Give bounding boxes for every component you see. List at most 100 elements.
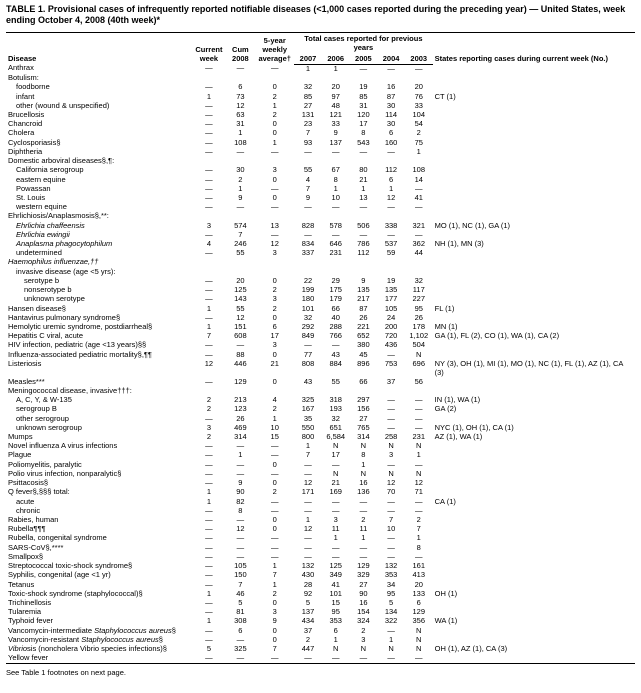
cell-value <box>405 212 433 221</box>
cell-value: 150 <box>225 571 255 580</box>
table-row: Yellow fever———————— <box>6 654 635 664</box>
cell-value: 43 <box>294 377 322 386</box>
cell-value: 3 <box>255 249 294 258</box>
cell-value <box>294 212 322 221</box>
cell-value <box>350 258 378 267</box>
col-5yr-avg: 5-year weekly average† <box>255 32 294 64</box>
cell-states: NH (1), MN (3) <box>433 240 635 249</box>
cell-states <box>433 212 635 221</box>
cell-value: 231 <box>322 249 350 258</box>
cell-value: 3 <box>255 295 294 304</box>
cell-value: 2 <box>255 405 294 414</box>
cell-value: 59 <box>377 249 405 258</box>
cell-value: 167 <box>294 405 322 414</box>
cell-value: 413 <box>405 571 433 580</box>
cell-states <box>433 148 635 157</box>
cell-value: 136 <box>350 488 378 497</box>
cell-states <box>433 203 635 212</box>
cell-states: NY (3), OH (1), MI (1), MO (1), NC (1), … <box>433 360 635 378</box>
cell-states <box>433 534 635 543</box>
cell-value: 353 <box>377 571 405 580</box>
cell-states <box>433 157 635 166</box>
cell-value: 112 <box>377 166 405 175</box>
cell-value <box>322 212 350 221</box>
table-row: Anaplasma phagocytophilum424612834646786… <box>6 240 635 249</box>
cell-states: CT (1) <box>433 92 635 101</box>
table-footnote: See Table 1 footnotes on next page. <box>6 668 635 677</box>
table-row: Ehrlichia chaffeensis3574138285785063383… <box>6 221 635 230</box>
cell-value: 6 <box>225 83 255 92</box>
cell-value: — <box>405 654 433 664</box>
cell-value: — <box>192 249 225 258</box>
cell-value: — <box>192 534 225 543</box>
table-row: Powassan—1—7111— <box>6 184 635 193</box>
cell-value <box>377 258 405 267</box>
cell-value: — <box>192 203 225 212</box>
table-row: undetermined—5533372311125944 <box>6 249 635 258</box>
cell-value: 808 <box>294 360 322 378</box>
cell-states <box>433 258 635 267</box>
cell-states: GA (1), FL (2), CO (1), WA (1), CA (2) <box>433 332 635 341</box>
table-row: chronic—8—————— <box>6 507 635 516</box>
table-row: Tularemia—81313795154134129 <box>6 608 635 617</box>
cell-value <box>255 212 294 221</box>
cell-states <box>433 83 635 92</box>
cell-value: — <box>322 203 350 212</box>
cell-value: 8 <box>350 129 378 138</box>
cell-value <box>322 258 350 267</box>
cell-value: 1 <box>192 617 225 626</box>
table-row: Rabies, human——013272 <box>6 516 635 525</box>
cell-value: — <box>255 534 294 543</box>
cell-value: 1 <box>225 129 255 138</box>
cell-value: 169 <box>322 488 350 497</box>
cell-disease: Listeriosis <box>6 360 192 378</box>
cell-value: 446 <box>225 360 255 378</box>
cell-value: — <box>350 654 378 664</box>
cell-value: 337 <box>294 249 322 258</box>
table-body: Anthrax———11———Botulism:foodborne—603220… <box>6 64 635 664</box>
table-row: Cyclosporiasis§—10819313754316075 <box>6 138 635 147</box>
cell-value: 71 <box>405 488 433 497</box>
cell-disease: Cholera <box>6 129 192 138</box>
table-row: St. Louis—90910131241 <box>6 194 635 203</box>
cell-value: — <box>322 654 350 664</box>
cell-value: 1 <box>405 534 433 543</box>
cell-disease: Q fever§,§§§ total: <box>6 488 192 497</box>
table-row: other (wound & unspecified)—121274831303… <box>6 101 635 110</box>
table-row: Listeriosis1244621808884896753696NY (3),… <box>6 360 635 378</box>
cell-value: 177 <box>377 295 405 304</box>
table-row: Botulism: <box>6 74 635 83</box>
cell-value: 2 <box>255 488 294 497</box>
cell-states <box>433 286 635 295</box>
cell-value: 44 <box>405 249 433 258</box>
cell-value: — <box>377 654 405 664</box>
table-row: Vibriosis (noncholera Vibrio species inf… <box>6 645 635 654</box>
cell-value: 430 <box>294 571 322 580</box>
cell-value: — <box>350 203 378 212</box>
table-row: nonserotype b—1252199175135135117 <box>6 286 635 295</box>
cell-value: 7 <box>294 129 322 138</box>
cell-states: CA (1) <box>433 497 635 506</box>
cell-value: — <box>377 534 405 543</box>
cell-value <box>225 258 255 267</box>
cell-value: 179 <box>322 295 350 304</box>
cell-value: — <box>225 64 255 74</box>
table-row: acute182——————CA (1) <box>6 497 635 506</box>
cell-states <box>433 267 635 276</box>
cell-value: 3 <box>255 166 294 175</box>
cell-states <box>433 249 635 258</box>
table-row: Anthrax———11——— <box>6 64 635 74</box>
cell-value: 30 <box>225 166 255 175</box>
cell-states <box>433 295 635 304</box>
cell-states <box>433 626 635 635</box>
cell-value: 9 <box>322 129 350 138</box>
data-table: Disease Current week Cum 2008 5-year wee… <box>6 32 635 665</box>
col-states: States reporting cases during current we… <box>433 32 635 64</box>
cell-value: — <box>192 83 225 92</box>
cell-value <box>255 258 294 267</box>
table-title: TABLE 1. Provisional cases of infrequent… <box>6 4 635 26</box>
cell-value: 3 <box>255 341 294 350</box>
cell-value: 90 <box>225 488 255 497</box>
cell-value <box>350 212 378 221</box>
cell-value: — <box>405 405 433 414</box>
